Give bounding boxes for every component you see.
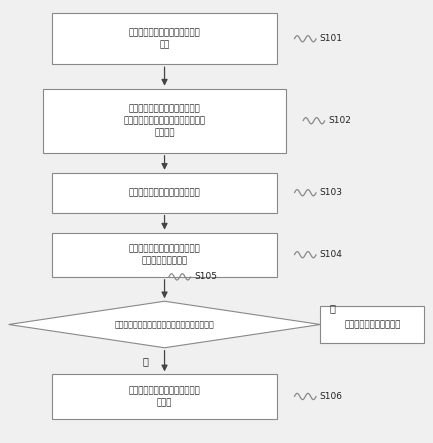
FancyBboxPatch shape <box>43 89 286 153</box>
FancyBboxPatch shape <box>52 13 277 64</box>
Text: 根据目标数据包判断目标解析协议是否正确解析: 根据目标数据包判断目标解析协议是否正确解析 <box>115 320 214 329</box>
Text: S106: S106 <box>320 392 343 401</box>
Text: 接收目标设备发送的原始数据包: 接收目标设备发送的原始数据包 <box>129 188 200 197</box>
Polygon shape <box>9 301 320 348</box>
Text: S102: S102 <box>328 116 351 125</box>
Text: 是: 是 <box>142 356 148 366</box>
Text: 发送第一控制指令至目标设备，
第一控制指令用于使目标设备返回原
始数据包: 发送第一控制指令至目标设备， 第一控制指令用于使目标设备返回原 始数据包 <box>123 105 206 137</box>
Text: 发送预警信息至目标用户: 发送预警信息至目标用户 <box>344 320 401 329</box>
Text: S105: S105 <box>194 272 217 281</box>
Text: 接收物联网平台发送的目标解析
协议: 接收物联网平台发送的目标解析 协议 <box>129 28 200 49</box>
FancyBboxPatch shape <box>52 233 277 277</box>
Text: S101: S101 <box>320 34 343 43</box>
Text: 删除历史解析协议，存储目标解
析协议: 删除历史解析协议，存储目标解 析协议 <box>129 386 200 407</box>
FancyBboxPatch shape <box>320 306 424 343</box>
FancyBboxPatch shape <box>52 374 277 419</box>
Text: S104: S104 <box>320 250 343 259</box>
Text: 否: 否 <box>329 303 335 314</box>
Text: S103: S103 <box>320 188 343 197</box>
Text: 根据目标解析协议解析原始数据
包，获得目标数据包: 根据目标解析协议解析原始数据 包，获得目标数据包 <box>129 245 200 265</box>
FancyBboxPatch shape <box>52 173 277 213</box>
